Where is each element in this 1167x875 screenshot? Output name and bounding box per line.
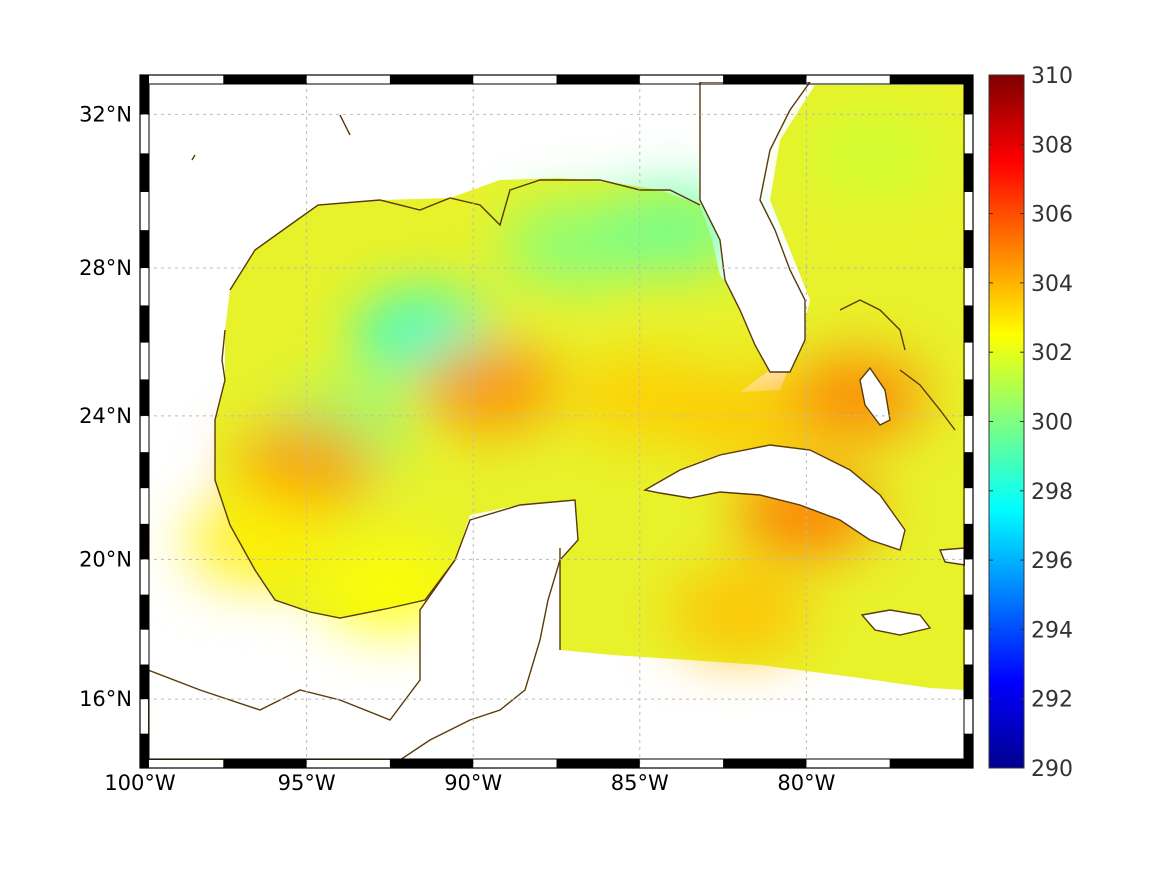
sst-region-12	[186, 496, 327, 587]
frame-top-segment	[889, 75, 973, 84]
sst-region-11	[803, 108, 944, 199]
lat-tick-label: 16°N	[79, 687, 132, 711]
lon-tick-label: 90°W	[444, 771, 502, 795]
frame-right-segment	[964, 523, 973, 560]
lon-tick-label: 85°W	[611, 771, 669, 795]
lat-tick-label: 28°N	[79, 256, 132, 280]
sst-region-5	[419, 341, 560, 432]
frame-left-segment	[140, 75, 149, 115]
map-frame	[139, 74, 974, 769]
jamaica-island	[860, 609, 932, 636]
colorbar-tick-label: 302	[1031, 341, 1073, 366]
lon-tick-label: 95°W	[278, 771, 336, 795]
frame-left-segment	[140, 230, 149, 268]
frame-top-segment	[223, 75, 307, 84]
frame-top-segment	[723, 75, 807, 84]
lat-tick-label: 24°N	[79, 404, 132, 428]
frame-left-segment	[140, 664, 149, 700]
lon-tick-label: 100°W	[104, 771, 176, 795]
colorbar-tick-label: 310	[1031, 64, 1073, 89]
coastlines	[191, 114, 956, 650]
lat-tick-label: 20°N	[79, 547, 132, 571]
frame-bottom-segment	[889, 759, 973, 768]
frame-right-segment	[964, 594, 973, 630]
colorbar-tick-label: 296	[1031, 549, 1073, 574]
frame-right-segment	[964, 75, 973, 115]
frame-bottom-segment	[223, 759, 307, 768]
sst-field	[186, 85, 965, 690]
sst-region-7	[669, 370, 810, 461]
latitude-labels: 16°N 20°N 24°N 28°N 32°N	[79, 102, 132, 711]
frame-right-segment	[964, 733, 973, 768]
colorbar-ticks: 290 292 294 296 298 300 302 304 306 308 310	[989, 64, 1073, 782]
colorbar-tick-label: 304	[1031, 272, 1073, 297]
colorbar-tick-label: 308	[1031, 133, 1073, 158]
frame-right-segment	[964, 452, 973, 489]
longitude-labels: 100°W 95°W 90°W 85°W 80°W	[104, 771, 835, 795]
frame-left-segment	[140, 733, 149, 768]
frame-right-segment	[964, 305, 973, 343]
colorbar-tick-label: 298	[1031, 480, 1073, 505]
colorbar: 290 292 294 296 298 300 302 304 306 308 310	[988, 64, 1073, 782]
frame-left-segment	[140, 305, 149, 343]
colorbar-tick-label: 300	[1031, 411, 1073, 436]
frame-left-segment	[140, 523, 149, 560]
sst-region-8	[786, 352, 927, 443]
land	[148, 82, 965, 760]
colorbar-tick-label: 290	[1031, 757, 1073, 782]
colorbar-tick-label: 306	[1031, 203, 1073, 228]
frame-right-segment	[964, 153, 973, 192]
cuba-island	[643, 444, 906, 551]
frame-left-segment	[140, 452, 149, 489]
colorbar-tick-label: 294	[1031, 618, 1073, 643]
lon-tick-label: 80°W	[777, 771, 835, 795]
sst-region-10	[669, 567, 810, 658]
frame-top-segment	[556, 75, 640, 84]
colorbar-gradient	[988, 74, 1025, 769]
frame-left-segment	[140, 594, 149, 630]
andros-island	[859, 366, 891, 426]
graticule	[139, 75, 973, 768]
frame-right-segment	[964, 230, 973, 268]
frame-left-segment	[140, 379, 149, 416]
yucatan-landmass	[148, 499, 579, 760]
florida-landmass	[699, 82, 811, 373]
frame-right-segment	[964, 379, 973, 416]
frame-top-segment	[389, 75, 474, 84]
hispaniola-coast	[938, 547, 965, 566]
frame-bottom-segment	[556, 759, 640, 768]
lat-tick-label: 32°N	[79, 102, 132, 126]
frame-bottom-segment	[389, 759, 474, 768]
frame-left-segment	[140, 153, 149, 192]
frame-bottom-segment	[723, 759, 807, 768]
frame-right-segment	[964, 664, 973, 700]
colorbar-tick-label: 292	[1031, 688, 1073, 713]
